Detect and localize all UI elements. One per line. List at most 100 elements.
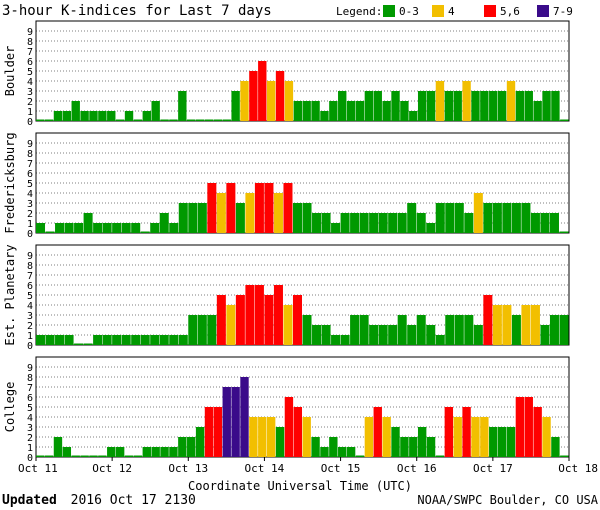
k-index-bar <box>364 417 374 457</box>
k-index-bar <box>391 91 400 121</box>
x-tick-label: Oct 18 <box>558 462 598 475</box>
legend-swatch <box>537 5 549 17</box>
k-index-bar <box>115 447 125 457</box>
x-axis-ticks: Oct 11 Oct 12 Oct 13 Oct 14 Oct 15 Oct 16 Oct … <box>18 457 598 475</box>
legend: 0-3 4 5,6 7-9 <box>383 5 573 18</box>
y-tick-label: 1 <box>27 331 33 342</box>
k-index-bar <box>292 295 302 345</box>
k-index-bar <box>245 193 255 233</box>
y-tick-label: 2 <box>27 321 33 332</box>
k-index-bar <box>121 223 131 233</box>
k-index-bar <box>178 335 188 345</box>
k-index-bar <box>258 417 267 457</box>
y-tick-label: 2 <box>27 97 33 108</box>
k-index-bar <box>382 417 391 457</box>
k-index-bar <box>264 183 274 233</box>
k-index-bar <box>409 437 418 457</box>
k-index-bar <box>515 397 525 457</box>
k-index-bar <box>473 325 483 345</box>
x-tick-label: Oct 14 <box>245 462 285 475</box>
k-index-bar <box>178 91 187 121</box>
k-index-bar <box>426 223 436 233</box>
k-index-bar <box>197 315 207 345</box>
x-tick-label: Oct 12 <box>92 462 132 475</box>
legend-swatch <box>432 5 444 17</box>
k-index-bar <box>45 231 55 233</box>
k-index-bar <box>435 455 445 457</box>
k-index-bar <box>560 119 569 121</box>
k-index-bar <box>231 91 240 121</box>
y-tick-label: 0 <box>27 117 33 128</box>
x-tick-label: Oct 17 <box>473 462 513 475</box>
k-index-bar <box>426 91 436 121</box>
k-index-bar <box>150 223 160 233</box>
k-index-bar <box>435 335 445 345</box>
y-tick-label: 7 <box>27 159 33 170</box>
k-index-bar <box>273 285 283 345</box>
k-index-bar <box>502 305 512 345</box>
k-index-bar <box>169 119 178 121</box>
k-index-bar <box>462 81 471 121</box>
k-index-bar <box>524 397 533 457</box>
y-tick-label: 1 <box>27 107 33 118</box>
k-index-bar <box>235 203 245 233</box>
k-index-bar <box>74 343 84 345</box>
k-index-bar <box>36 335 46 345</box>
k-index-bar <box>293 101 302 121</box>
k-index-bar <box>549 213 559 233</box>
y-tick-label: 8 <box>27 37 33 48</box>
y-tick-label: 1 <box>27 443 33 454</box>
y-tick-label: 5 <box>27 179 33 190</box>
y-tick-label: 5 <box>27 291 33 302</box>
k-index-bar <box>471 91 480 121</box>
k-index-bar <box>140 335 150 345</box>
k-index-bar <box>89 455 98 457</box>
k-index-bar <box>131 335 141 345</box>
k-index-bar <box>275 427 285 457</box>
k-index-bar <box>64 223 74 233</box>
k-index-bar <box>197 203 207 233</box>
k-index-bar <box>204 119 214 121</box>
k-index-bar <box>273 193 283 233</box>
k-index-bar <box>83 343 93 345</box>
y-tick-label: 9 <box>27 251 33 262</box>
k-index-bar <box>254 183 264 233</box>
legend-label: 4 <box>448 5 455 18</box>
k-index-bar <box>284 81 294 121</box>
k-index-bar <box>521 305 531 345</box>
y-tick-label: 9 <box>27 139 33 150</box>
k-index-bar <box>506 427 516 457</box>
k-index-bar <box>417 427 427 457</box>
k-index-bar <box>44 455 54 457</box>
k-index-bar <box>36 223 46 233</box>
y-tick-label: 4 <box>27 77 33 88</box>
k-index-bar <box>140 231 150 233</box>
k-index-bar <box>216 295 226 345</box>
k-index-bar <box>222 119 231 121</box>
k-index-bar <box>160 447 169 457</box>
k-index-bar <box>159 213 169 233</box>
k-index-bar <box>540 213 550 233</box>
k-index-bar <box>329 101 338 121</box>
k-index-bar <box>74 223 84 233</box>
k-index-bar <box>275 71 285 121</box>
k-index-bar <box>188 315 198 345</box>
y-tick-label: 6 <box>27 281 33 292</box>
y-tick-label: 3 <box>27 423 33 434</box>
k-index-bar <box>320 111 329 121</box>
k-index-bar <box>64 335 74 345</box>
k-index-bar <box>264 295 274 345</box>
k-index-bar <box>312 325 322 345</box>
k-index-bar <box>266 417 276 457</box>
chart-title: 3-hour K-indices for Last 7 days <box>2 3 272 19</box>
k-index-bar <box>62 111 72 121</box>
k-index-bar <box>388 325 398 345</box>
k-index-bar <box>226 305 236 345</box>
station-label: Est. Planetary <box>3 244 17 345</box>
k-index-bar <box>207 315 217 345</box>
k-index-bar <box>195 427 205 457</box>
k-index-bar <box>407 325 417 345</box>
k-index-bar <box>321 213 331 233</box>
k-index-bar <box>169 447 178 457</box>
